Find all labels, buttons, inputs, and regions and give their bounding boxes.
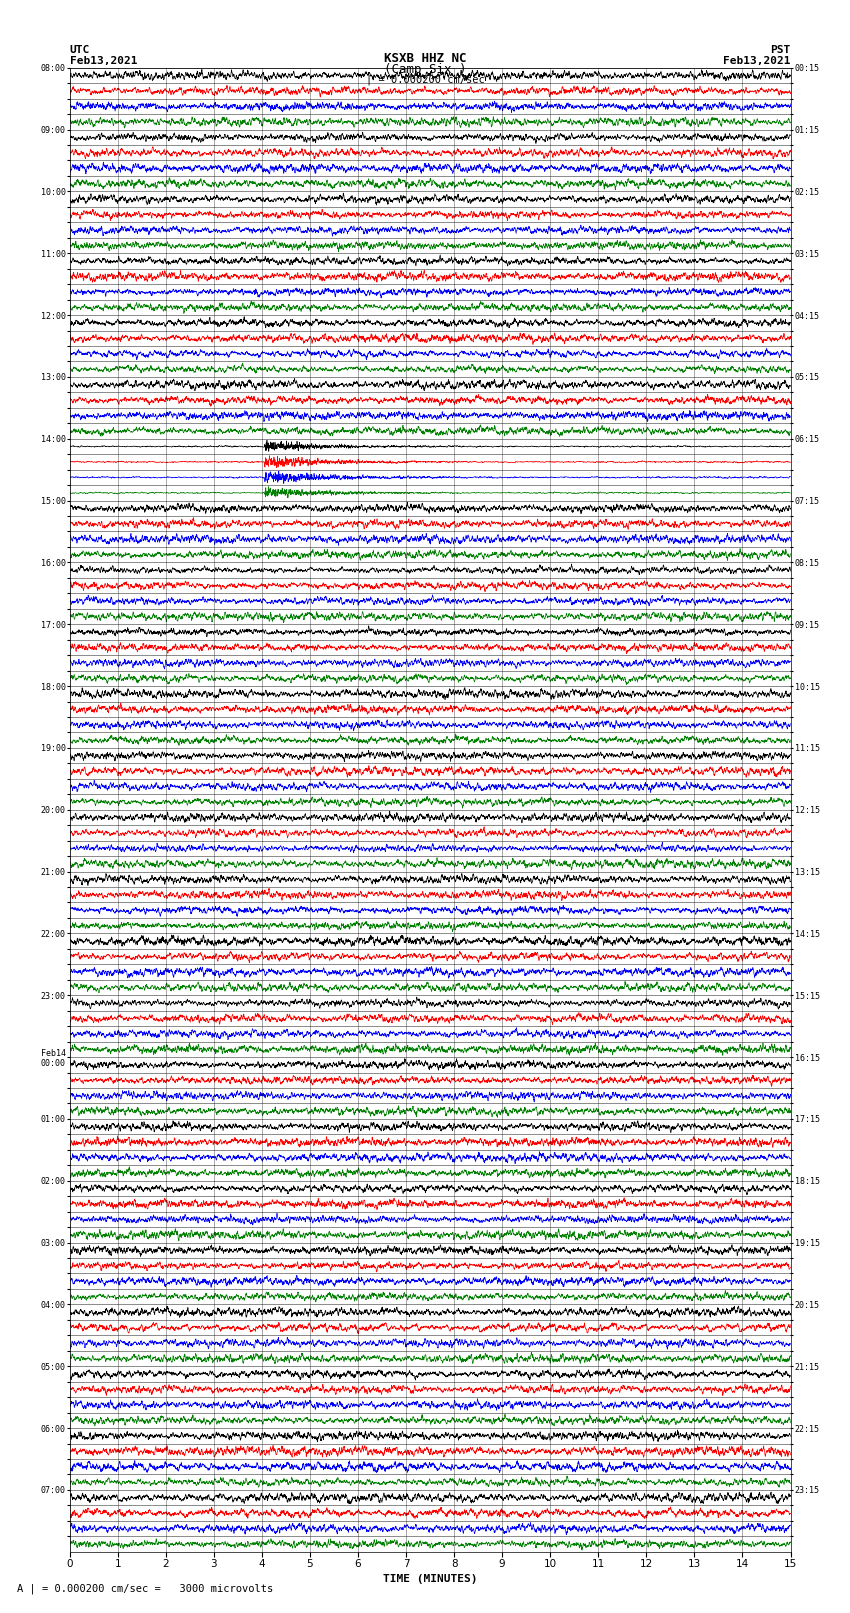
Text: PST: PST [770, 45, 790, 55]
Text: (Camp Six ): (Camp Six ) [383, 63, 467, 76]
X-axis label: TIME (MINUTES): TIME (MINUTES) [382, 1574, 478, 1584]
Text: UTC: UTC [70, 45, 90, 55]
Text: A | = 0.000200 cm/sec =   3000 microvolts: A | = 0.000200 cm/sec = 3000 microvolts [17, 1582, 273, 1594]
Text: Feb13,2021: Feb13,2021 [70, 56, 137, 66]
Text: Feb13,2021: Feb13,2021 [723, 56, 791, 66]
Text: | = 0.000200 cm/sec: | = 0.000200 cm/sec [366, 74, 484, 85]
Text: KSXB HHZ NC: KSXB HHZ NC [383, 52, 467, 65]
